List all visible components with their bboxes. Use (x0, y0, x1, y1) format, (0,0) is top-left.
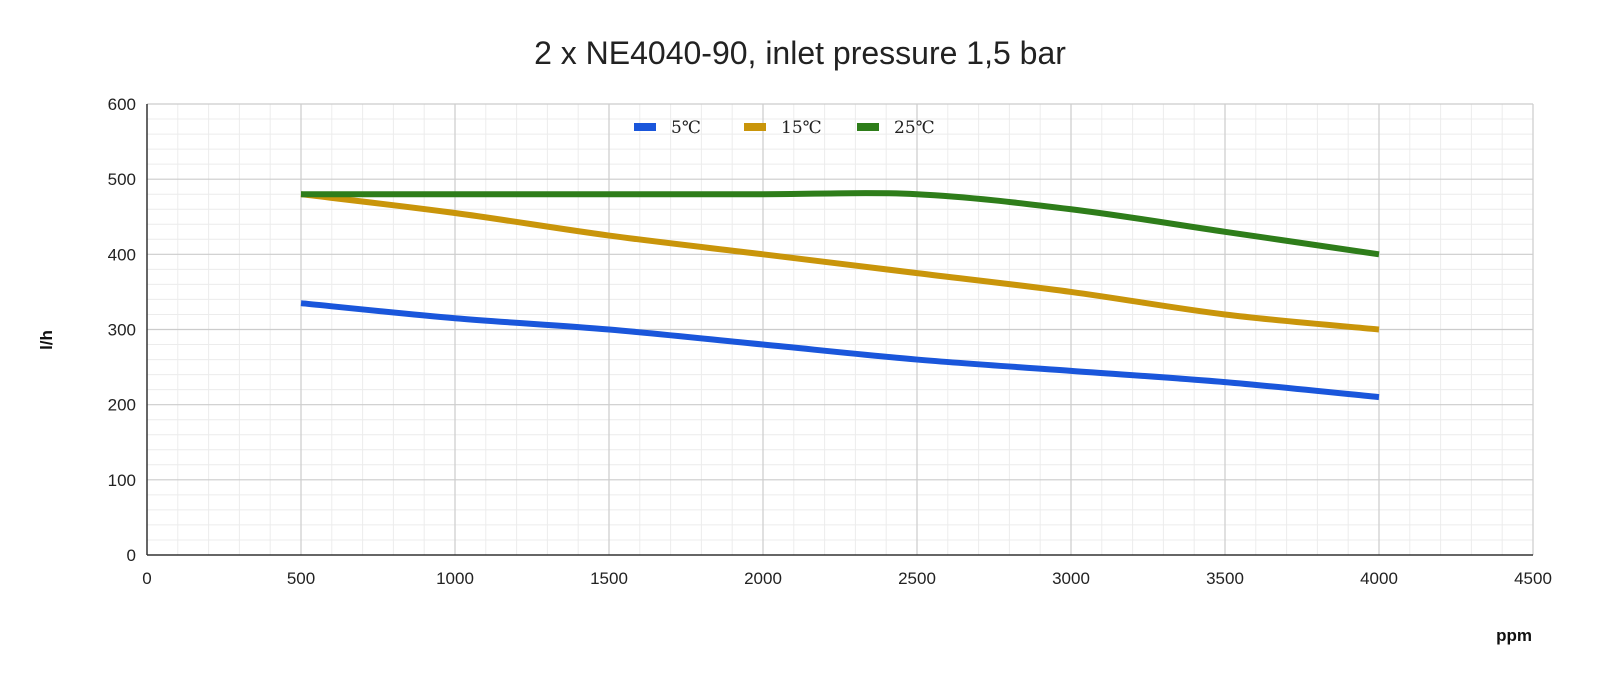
legend-swatch-2 (857, 123, 879, 131)
x-axis-label: ppm (1496, 626, 1532, 645)
x-tick-label: 2000 (744, 569, 782, 588)
legend: 5℃ 15℃ 25℃ (634, 118, 935, 138)
y-tick-label: 200 (108, 396, 136, 415)
x-tick-label: 1000 (436, 569, 474, 588)
series-line-1 (300, 191, 1380, 333)
legend-swatch-1 (744, 123, 766, 131)
axes (146, 104, 1533, 556)
y-tick-label: 400 (108, 245, 136, 264)
x-tick-label: 1500 (590, 569, 628, 588)
x-tick-labels: 0 500 1000 1500 2000 2500 3000 3500 4000 4500 (142, 569, 1552, 588)
y-tick-label: 500 (108, 170, 136, 189)
x-tick-label: 4000 (1360, 569, 1398, 588)
x-tick-label: 2500 (898, 569, 936, 588)
series-line-2 (301, 190, 1380, 258)
x-tick-label: 0 (142, 569, 151, 588)
x-tick-label: 500 (287, 569, 315, 588)
legend-label-2: 25℃ (894, 118, 935, 138)
chart-title: 2 x NE4040-90, inlet pressure 1,5 bar (534, 35, 1066, 71)
legend-label-0: 5℃ (671, 118, 701, 138)
y-tick-label: 100 (108, 471, 136, 490)
y-axis-label: l/h (37, 330, 56, 350)
y-tick-label: 0 (127, 546, 136, 565)
x-tick-label: 4500 (1514, 569, 1552, 588)
series-line-0 (300, 300, 1380, 401)
y-tick-label: 300 (108, 321, 136, 340)
y-tick-label: 600 (108, 95, 136, 114)
x-tick-label: 3500 (1206, 569, 1244, 588)
legend-swatch-0 (634, 123, 656, 131)
legend-label-1: 15℃ (781, 118, 822, 138)
grid-major (147, 103, 1534, 555)
series-lines (300, 190, 1380, 401)
y-tick-labels: 0 100 200 300 400 500 600 (108, 95, 136, 565)
x-tick-label: 3000 (1052, 569, 1090, 588)
